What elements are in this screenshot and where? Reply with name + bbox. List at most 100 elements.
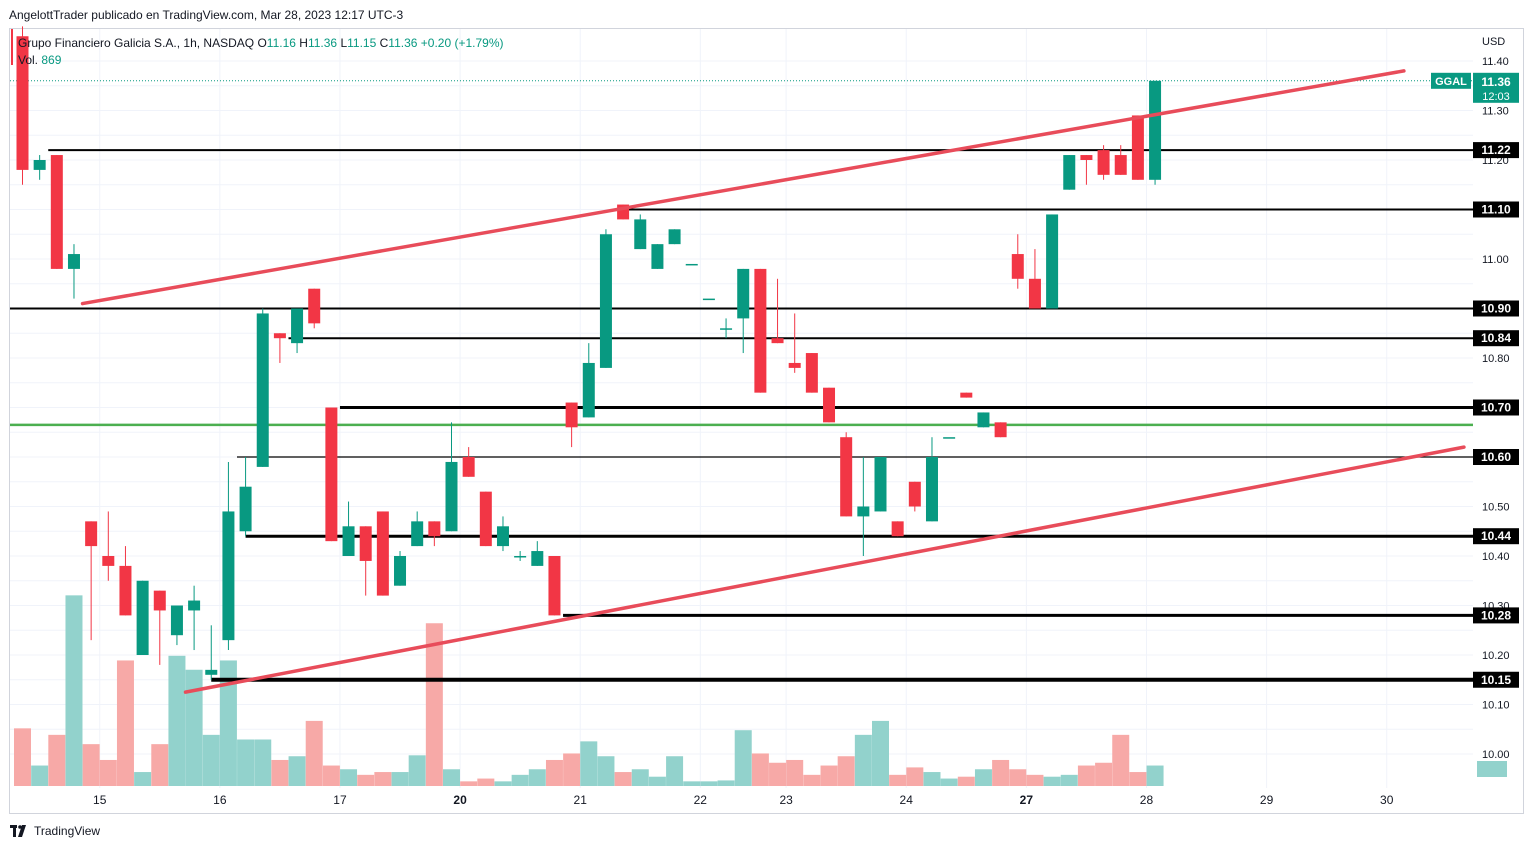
level-price-label: 10.60 <box>1473 449 1519 465</box>
candle[interactable] <box>479 491 492 547</box>
y-tick-label: 10.20 <box>1482 650 1510 662</box>
volume-bar <box>717 780 735 786</box>
volume-bar <box>803 774 821 786</box>
candle[interactable] <box>857 457 870 556</box>
footer-brand[interactable]: TradingView <box>10 824 100 838</box>
candle[interactable] <box>599 229 612 368</box>
candle[interactable] <box>805 353 818 393</box>
candle[interactable] <box>720 318 733 339</box>
candle[interactable] <box>205 625 218 680</box>
volume-bar <box>1146 765 1164 786</box>
candle[interactable] <box>16 26 29 185</box>
candle[interactable] <box>1011 234 1024 289</box>
candle[interactable] <box>411 511 424 547</box>
candle[interactable] <box>1028 249 1041 309</box>
candle[interactable] <box>771 278 784 344</box>
legend-high-value: 11.36 <box>307 36 338 50</box>
volume-bar <box>219 660 237 786</box>
level-price-label: 10.28 <box>1473 607 1519 624</box>
candle[interactable] <box>514 551 527 561</box>
candle[interactable] <box>170 605 183 646</box>
candle[interactable] <box>994 422 1007 438</box>
volume-bar <box>940 778 958 786</box>
x-axis[interactable]: 15 16 17 20 21 22 23 24 27 28 29 30 <box>93 793 1394 807</box>
candle[interactable] <box>1114 145 1127 175</box>
candle[interactable] <box>50 155 63 269</box>
candle[interactable] <box>925 437 938 522</box>
candle[interactable] <box>754 268 767 393</box>
legend-close-value: 11.36 <box>388 36 418 50</box>
trendline[interactable] <box>80 69 1406 306</box>
x-tick-label: 27 <box>1020 793 1034 807</box>
volume-bar <box>528 769 546 786</box>
volume-bar <box>408 755 426 786</box>
candle[interactable] <box>908 481 921 512</box>
candle[interactable] <box>1063 155 1076 190</box>
footer-brand-label: TradingView <box>34 824 101 838</box>
legend-symbol[interactable]: Grupo Financiero Galicia S.A., 1h, NASDA… <box>18 36 255 50</box>
legend-color-bar <box>11 29 13 65</box>
candle[interactable] <box>445 422 458 532</box>
candle[interactable] <box>33 155 46 180</box>
legend-open-label: O <box>257 36 267 50</box>
candle[interactable] <box>188 585 201 651</box>
candle[interactable] <box>737 268 750 354</box>
y-tick-label: 10.10 <box>1482 700 1510 712</box>
candle[interactable] <box>342 501 355 556</box>
candle[interactable] <box>256 308 269 467</box>
candle[interactable] <box>702 298 715 301</box>
candle[interactable] <box>582 343 595 418</box>
candle[interactable] <box>548 556 561 616</box>
candle[interactable] <box>685 263 698 266</box>
candle[interactable] <box>823 387 836 423</box>
x-tick-label: 23 <box>779 793 793 807</box>
candle[interactable] <box>394 551 407 586</box>
candle[interactable] <box>428 521 441 547</box>
candle[interactable] <box>496 516 509 552</box>
candle[interactable] <box>943 437 956 439</box>
volume-bar <box>631 769 649 786</box>
candle[interactable] <box>376 511 389 596</box>
candle[interactable] <box>874 457 887 512</box>
candle[interactable] <box>119 546 132 616</box>
candle[interactable] <box>977 412 990 428</box>
candle[interactable] <box>788 313 801 373</box>
candle[interactable] <box>359 526 372 596</box>
candle[interactable] <box>273 333 286 363</box>
candle[interactable] <box>153 590 166 665</box>
countdown-text: 12:03 <box>1482 91 1510 103</box>
candle[interactable] <box>291 308 304 354</box>
legend-volume-value: 869 <box>41 53 62 67</box>
candle[interactable] <box>1097 145 1110 180</box>
volume-bar <box>597 756 615 786</box>
candle[interactable] <box>308 288 321 329</box>
candle[interactable] <box>840 432 853 517</box>
candle[interactable] <box>102 511 115 581</box>
level-price-label: 11.22 <box>1473 142 1519 159</box>
candle[interactable] <box>85 521 98 641</box>
volume-bar <box>425 623 443 786</box>
volume-bar <box>494 781 512 786</box>
currency-label: USD <box>1482 36 1505 48</box>
candle[interactable] <box>67 244 80 299</box>
candle[interactable] <box>136 580 149 655</box>
candle[interactable] <box>668 229 681 245</box>
candle[interactable] <box>239 457 252 537</box>
trendline[interactable] <box>183 445 1466 694</box>
candle[interactable] <box>222 461 235 651</box>
candle[interactable] <box>634 214 647 250</box>
candle[interactable] <box>1046 214 1059 309</box>
candle[interactable] <box>462 447 475 477</box>
candle[interactable] <box>1131 115 1144 180</box>
candle[interactable] <box>325 407 338 542</box>
candle[interactable] <box>1080 155 1093 185</box>
candle[interactable] <box>891 521 904 537</box>
legend-close-label: C <box>379 36 389 50</box>
y-tick-label: 11.40 <box>1482 56 1509 68</box>
candle[interactable] <box>565 402 578 448</box>
candle[interactable] <box>531 541 544 566</box>
candle[interactable] <box>1149 80 1162 185</box>
candle[interactable] <box>960 392 973 398</box>
candle[interactable] <box>651 244 664 269</box>
